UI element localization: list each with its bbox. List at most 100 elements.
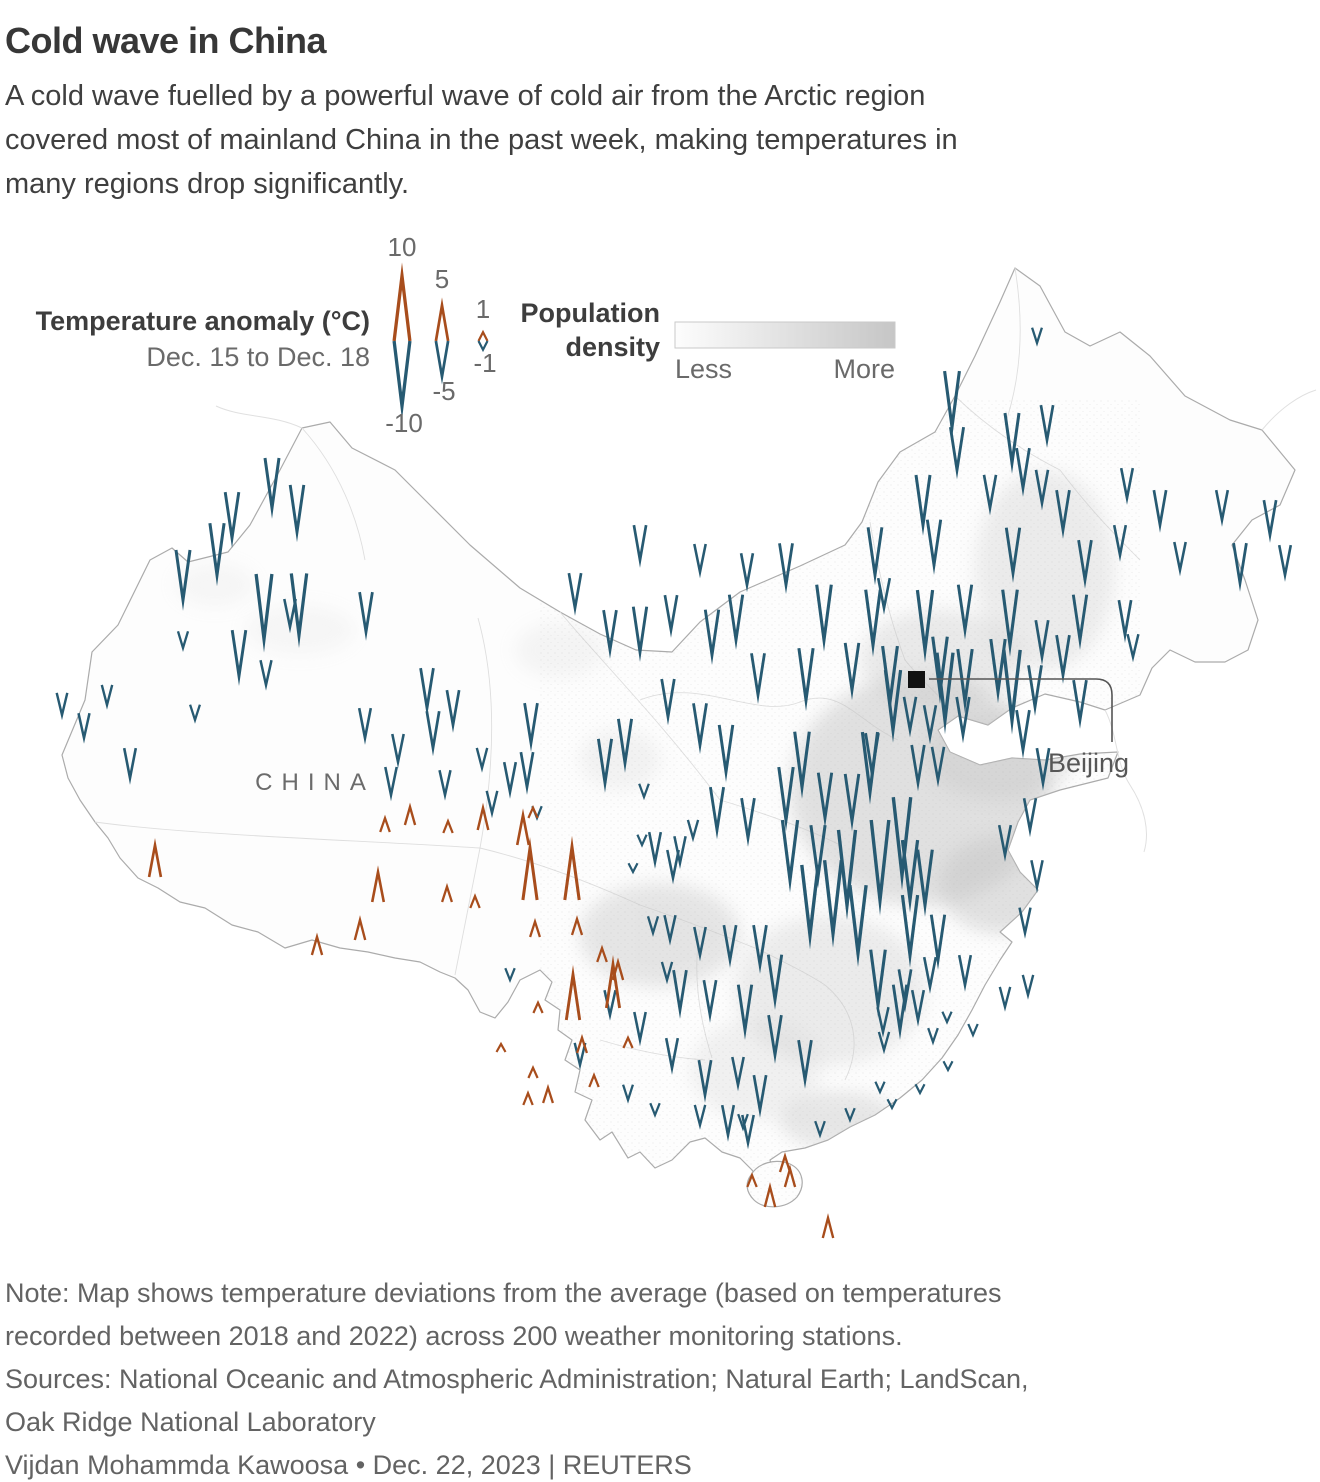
note-line: recorded between 2018 and 2022) across 2… [5, 1321, 903, 1351]
temperature-spike [702, 979, 718, 1023]
temperature-spike [843, 642, 861, 701]
temperature-spike [434, 297, 450, 342]
temperature-spike [567, 572, 583, 616]
temperature-spike [1232, 542, 1248, 592]
subtitle-line: covered most of mainland China in the pa… [5, 124, 958, 156]
temperature-spike [370, 865, 386, 903]
temperature-spike [441, 882, 453, 903]
temperature-spike [876, 1006, 890, 1038]
temperature-spike [1214, 489, 1230, 527]
temperature-spike [727, 594, 745, 650]
temperature-spike [358, 591, 374, 641]
temperature-spike [176, 630, 190, 653]
temperature-spike [876, 577, 892, 615]
legend-anomaly-subtitle: Dec. 15 to Dec. 18 [146, 342, 370, 372]
temperature-spike [816, 772, 834, 828]
legend-value-minus1: -1 [473, 348, 496, 378]
temperature-spike [532, 999, 544, 1014]
temperature-spike [55, 692, 69, 721]
temperature-spike [740, 797, 756, 847]
temperature-spike [693, 543, 707, 579]
temperature-spike [737, 1113, 749, 1132]
temperature-spike [915, 589, 935, 663]
temperature-spike [392, 262, 412, 342]
legend-temperature-anomaly: Temperature anomaly (°C) Dec. 15 to Dec.… [36, 232, 497, 438]
temperature-spike [616, 718, 634, 773]
temperature-spike [632, 524, 648, 568]
beijing-label: Beijing [1048, 748, 1129, 778]
temperature-spike [100, 684, 114, 710]
temperature-spike [697, 1059, 713, 1103]
temperature-spike [910, 989, 926, 1027]
legend-population-density: Population density Less More [521, 298, 896, 384]
temperature-spike [1034, 469, 1050, 511]
temperature-spike [289, 573, 309, 649]
temperature-spike [793, 731, 811, 799]
legend-anomaly-title: Temperature anomaly (°C) [36, 306, 370, 336]
temperature-spike [477, 329, 489, 342]
temperature-spike [783, 1164, 797, 1188]
subtitle-line: many regions drop significantly. [5, 168, 410, 200]
temperature-spike [638, 783, 650, 801]
legend-value-minus5: -5 [432, 376, 455, 406]
legend-density-more: More [833, 354, 895, 384]
temperature-spike [722, 924, 738, 968]
temperature-spike [869, 819, 891, 916]
temperature-spike [521, 837, 539, 901]
temperature-spike [1003, 412, 1021, 474]
temperature-spike [836, 829, 858, 921]
temperature-spike [1055, 634, 1071, 684]
temperature-spike [1021, 974, 1035, 1000]
temperature-spike [647, 831, 663, 869]
temperature-spike [703, 609, 721, 665]
temperature-spike [425, 710, 441, 757]
neighbour-border-line [1104, 709, 1147, 853]
temperature-spike [1031, 327, 1043, 347]
temperature-spike [1030, 860, 1044, 894]
legend-value-plus5: 5 [435, 264, 449, 294]
temperature-spike [1277, 544, 1293, 582]
temperature-spike [527, 1064, 539, 1079]
temperature-spikes-layer [55, 327, 1293, 1239]
temperature-spike [660, 961, 674, 985]
temperature-spike [230, 629, 248, 686]
temperature-spike [778, 543, 794, 595]
basemap [61, 267, 1317, 1208]
temperature-spike [883, 669, 903, 743]
temperature-spike [767, 1014, 783, 1064]
temperature-spike [174, 549, 192, 611]
temperature-spike [596, 944, 608, 963]
temperature-spike [563, 835, 581, 901]
temperature-spike [877, 1031, 891, 1055]
temperature-spike [391, 733, 405, 769]
note-text: Note: Map shows temperature deviations f… [5, 1272, 1002, 1358]
temperature-spike [384, 766, 398, 802]
temperature-spike [869, 949, 887, 1017]
temperature-spike [750, 653, 766, 705]
province-border-line [454, 847, 481, 976]
temperature-spike [997, 824, 1013, 862]
temperature-spike [693, 1104, 707, 1130]
temperature-spike [259, 659, 273, 691]
temperature-spike [900, 839, 920, 913]
temperature-spike [736, 984, 754, 1040]
temperature-spike [223, 491, 241, 548]
temperature-spike [720, 1104, 736, 1142]
temperature-spike [469, 893, 481, 909]
temperature-spike [955, 696, 971, 744]
temperature-spike [189, 704, 201, 724]
temperature-spike [1119, 467, 1135, 505]
temperature-spike [633, 1011, 647, 1047]
temperature-spike [957, 954, 973, 992]
temperature-spike [943, 370, 961, 439]
temperature-spike [664, 1037, 680, 1075]
temperature-spike [570, 915, 584, 936]
temperature-spike [900, 894, 920, 968]
temperature-spike [914, 1083, 926, 1096]
note-line: Note: Map shows temperature deviations f… [5, 1278, 1002, 1308]
temperature-spike [542, 1083, 554, 1104]
temperature-spike [927, 1027, 939, 1046]
temperature-spike [522, 1090, 534, 1106]
temperature-spike [843, 773, 861, 832]
